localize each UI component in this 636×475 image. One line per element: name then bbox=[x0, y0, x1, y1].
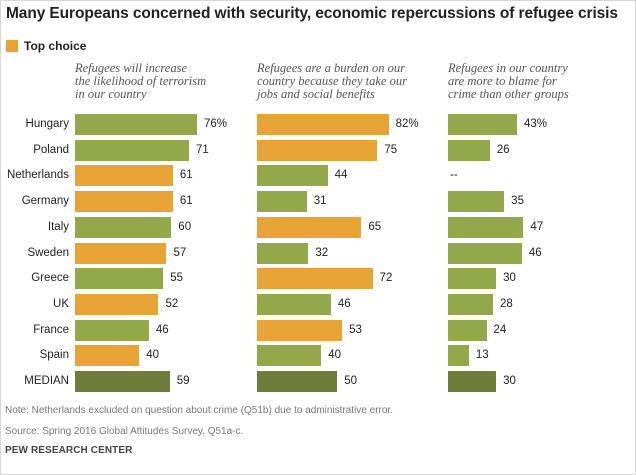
category-label: MEDIAN bbox=[24, 375, 69, 387]
data-label: 52 bbox=[165, 297, 179, 310]
column-header-1: Refugees will increase the likelihood of… bbox=[75, 61, 207, 101]
data-label: 72 bbox=[379, 272, 393, 285]
category-label: UK bbox=[53, 297, 69, 310]
category-label: France bbox=[33, 323, 69, 336]
data-label: 35 bbox=[511, 195, 524, 208]
data-label: 40 bbox=[328, 349, 341, 362]
bar bbox=[257, 293, 331, 315]
bar bbox=[75, 371, 170, 392]
legend: Top choice bbox=[6, 39, 86, 53]
column-header-2: Refugees are a burden on our country bec… bbox=[257, 61, 407, 101]
bar bbox=[257, 114, 389, 135]
bar bbox=[75, 165, 173, 187]
data-label: 61 bbox=[179, 195, 193, 208]
category-label: Greece bbox=[31, 272, 69, 285]
bar bbox=[448, 139, 490, 161]
data-label: 46 bbox=[155, 323, 169, 336]
data-label: 60 bbox=[178, 220, 192, 233]
data-label: 75 bbox=[384, 143, 398, 156]
note-text: Note: Netherlands excluded on question a… bbox=[5, 405, 393, 416]
bar bbox=[257, 371, 338, 392]
data-label: 31 bbox=[313, 195, 327, 208]
data-label: 71 bbox=[195, 143, 209, 156]
data-label: 44 bbox=[334, 169, 348, 182]
bar bbox=[448, 345, 469, 367]
data-label: 24 bbox=[493, 323, 507, 336]
data-label: 30 bbox=[503, 272, 516, 285]
data-label: 40 bbox=[146, 349, 159, 362]
bar bbox=[448, 319, 487, 341]
data-label: 30 bbox=[503, 375, 516, 387]
category-label: Hungary bbox=[25, 118, 69, 130]
bar bbox=[257, 139, 378, 161]
data-label: 57 bbox=[173, 246, 187, 259]
category-label: Italy bbox=[47, 220, 69, 233]
bar bbox=[257, 191, 307, 213]
bar bbox=[75, 345, 140, 367]
bar bbox=[75, 242, 167, 264]
data-label: 76% bbox=[203, 118, 227, 130]
data-label: 13 bbox=[475, 349, 489, 362]
chart-title: Many Europeans concerned with security, … bbox=[6, 5, 618, 22]
bar bbox=[75, 114, 197, 135]
bar bbox=[75, 319, 149, 341]
column-header-3: Refugees in our country are more to blam… bbox=[448, 61, 569, 101]
bar bbox=[75, 139, 189, 161]
bar bbox=[448, 191, 505, 213]
bar bbox=[257, 345, 322, 367]
bar bbox=[448, 216, 524, 238]
bar bbox=[257, 216, 362, 238]
data-label: 53 bbox=[349, 323, 362, 336]
bar bbox=[448, 114, 517, 135]
organization-name: PEW RESEARCH CENTER bbox=[5, 445, 133, 456]
category-label: Poland bbox=[33, 143, 69, 156]
bar bbox=[448, 268, 497, 290]
bar bbox=[257, 268, 373, 290]
data-label: 43% bbox=[524, 118, 548, 130]
category-label: Sweden bbox=[27, 246, 69, 259]
category-label: Germany bbox=[21, 195, 69, 208]
bar bbox=[75, 268, 164, 290]
bar bbox=[257, 165, 328, 187]
data-label: 59 bbox=[176, 375, 190, 387]
data-label: 55 bbox=[170, 272, 184, 285]
data-label: 32 bbox=[315, 246, 329, 259]
bar bbox=[75, 191, 173, 213]
bar bbox=[448, 293, 493, 315]
data-label: 46 bbox=[337, 297, 351, 310]
category-label: Spain bbox=[39, 349, 69, 362]
data-label: 61 bbox=[179, 169, 193, 182]
data-label: 82% bbox=[395, 118, 419, 130]
bar bbox=[257, 319, 343, 341]
data-label: 46 bbox=[528, 246, 542, 259]
bar bbox=[448, 371, 497, 392]
data-label: 65 bbox=[368, 220, 382, 233]
data-label: 28 bbox=[499, 297, 513, 310]
data-label: 26 bbox=[496, 143, 510, 156]
legend-swatch bbox=[6, 40, 18, 52]
category-label: Netherlands bbox=[6, 169, 69, 182]
bar bbox=[257, 242, 309, 264]
source-text: Source: Spring 2016 Global Attitudes Sur… bbox=[5, 426, 244, 437]
data-label: 50 bbox=[344, 375, 358, 387]
bar bbox=[75, 293, 159, 315]
bar bbox=[448, 242, 522, 264]
data-label: -- bbox=[450, 169, 458, 182]
bar bbox=[75, 216, 172, 238]
legend-label: Top choice bbox=[24, 39, 87, 53]
data-label: 47 bbox=[530, 220, 544, 233]
